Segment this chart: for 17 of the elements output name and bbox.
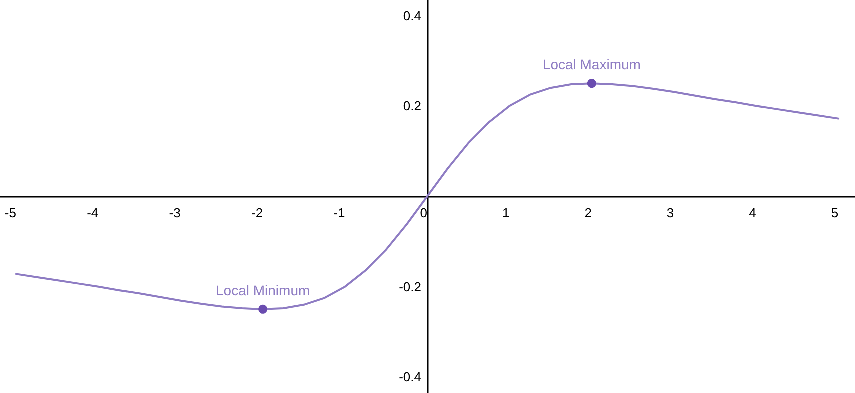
x-tick-label: -1: [334, 206, 346, 220]
x-tick-label: -2: [252, 206, 264, 220]
x-tick-label: 3: [666, 206, 674, 220]
y-tick-label: -0.4: [399, 370, 422, 385]
annotation: Local Maximum: [542, 56, 641, 73]
y-tick-label: 0.4: [403, 8, 422, 24]
y-tick-label: 0.2: [403, 98, 422, 114]
x-tick-label: 5: [831, 206, 839, 220]
x-tick-label: -3: [169, 206, 181, 220]
x-tick-label: 4: [749, 206, 756, 220]
x-tick-label: 0: [420, 206, 428, 220]
x-tick-label: -5: [4, 206, 16, 220]
annotation: Local Minimum: [216, 282, 310, 298]
y-tick-label: -0.2: [399, 279, 422, 294]
x-tick-label: -4: [87, 206, 99, 220]
x-tick-label: 1: [502, 206, 510, 220]
x-tick-label: 2: [584, 206, 592, 220]
